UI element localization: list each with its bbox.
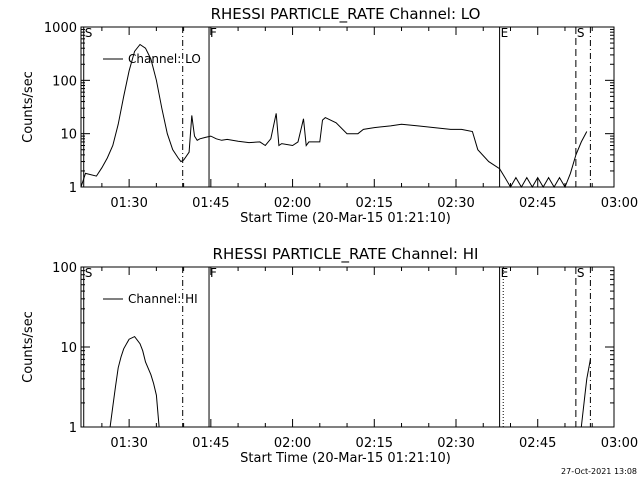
series-line: [80, 43, 588, 189]
y-tick-label: 10: [60, 128, 77, 143]
chart-title: RHESSI PARTICLE_RATE Channel: LO: [211, 5, 481, 24]
x-tick-label: 02:15: [356, 196, 393, 211]
footer-timestamp: 27-Oct-2021 13:08: [561, 467, 637, 476]
y-tick-label: 100: [52, 74, 77, 89]
event-marker-label: E: [501, 266, 509, 280]
x-tick-label: 01:45: [192, 436, 229, 451]
x-tick-label: 02:45: [519, 196, 556, 211]
x-tick-label: 02:45: [519, 436, 556, 451]
event-marker-label: S: [577, 26, 585, 40]
event-marker-label: S: [577, 266, 585, 280]
y-tick-label: 1: [69, 421, 77, 436]
x-tick-label: 03:00: [601, 436, 638, 451]
plot-frame: [80, 266, 615, 428]
y-axis-label: Counts/sec: [21, 71, 36, 143]
y-tick-label: 10: [60, 341, 77, 356]
legend-label: Channel: LO: [128, 52, 201, 66]
legend-label: Channel: HI: [128, 292, 198, 306]
y-tick-label: 1: [69, 181, 77, 196]
x-tick-label: 03:00: [601, 196, 638, 211]
x-axis-label: Start Time (20-Mar-15 01:21:10): [240, 451, 451, 466]
x-tick-label: 01:30: [110, 436, 147, 451]
chart-title: RHESSI PARTICLE_RATE Channel: HI: [213, 245, 479, 264]
series-line: [109, 335, 160, 428]
x-axis-label: Start Time (20-Mar-15 01:21:10): [240, 211, 451, 226]
x-tick-label: 02:30: [437, 436, 474, 451]
event-marker-label: S: [85, 266, 93, 280]
y-axis-label: Counts/sec: [21, 311, 36, 383]
x-tick-label: 01:30: [110, 196, 147, 211]
x-tick-label: 02:30: [437, 196, 474, 211]
y-tick-label: 1000: [44, 21, 77, 36]
event-marker-label: F: [210, 266, 217, 280]
x-tick-label: 01:45: [192, 196, 229, 211]
series-line: [580, 359, 591, 428]
x-tick-label: 02:00: [274, 436, 311, 451]
event-marker-label: E: [501, 26, 509, 40]
x-tick-label: 02:00: [274, 196, 311, 211]
x-tick-label: 02:15: [356, 436, 393, 451]
plot-frame: [80, 26, 615, 188]
y-tick-label: 100: [52, 261, 77, 276]
event-marker-label: S: [85, 26, 93, 40]
event-marker-label: F: [210, 26, 217, 40]
